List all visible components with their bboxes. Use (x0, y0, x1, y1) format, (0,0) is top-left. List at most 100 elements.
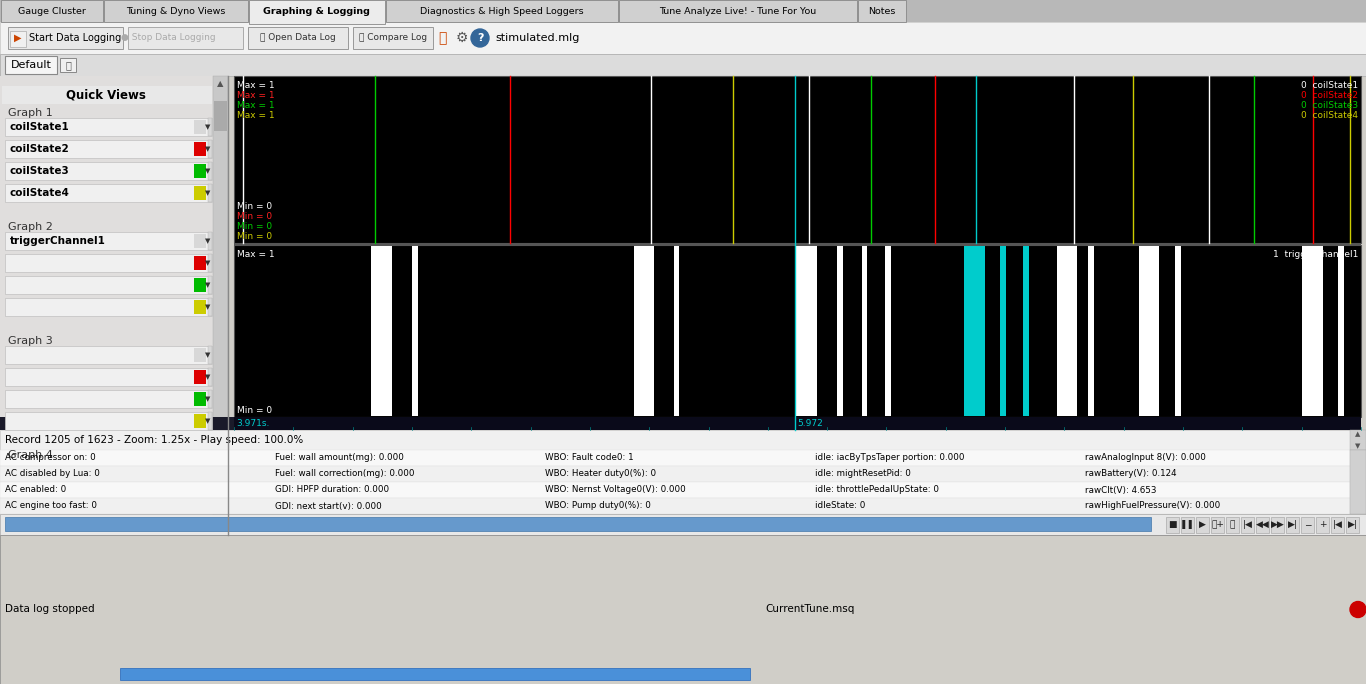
Bar (1197, 516, 1209, 533)
Bar (1182, 516, 1194, 533)
Bar (0, 450, 1350, 466)
Bar (194, 120, 206, 134)
Bar (1, 86, 212, 104)
Text: Start Data Logging: Start Data Logging (29, 33, 122, 43)
Bar (885, 246, 891, 416)
Text: AC compressor on: 0: AC compressor on: 0 (5, 453, 96, 462)
Bar (10, 31, 26, 47)
Bar (5, 276, 212, 294)
Text: 📈: 📈 (438, 31, 447, 45)
Text: WBO: Pump duty0(%): 0: WBO: Pump duty0(%): 0 (545, 501, 650, 510)
Text: ▲: ▲ (217, 79, 223, 88)
Bar (1339, 246, 1344, 416)
Text: GDI: next start(v): 0.000: GDI: next start(v): 0.000 (275, 501, 381, 510)
Bar (1270, 516, 1284, 533)
Bar (1167, 516, 1179, 533)
Text: CurrentTune.msq: CurrentTune.msq (765, 605, 854, 614)
Text: ❚❚: ❚❚ (1180, 520, 1195, 529)
Text: idle: throttlePedalUpState: 0: idle: throttlePedalUpState: 0 (816, 486, 938, 495)
Text: 📄: 📄 (66, 60, 71, 70)
Text: 📋 Compare Log: 📋 Compare Log (359, 34, 428, 42)
Text: −: − (1303, 520, 1311, 529)
Bar (796, 246, 817, 416)
Text: Graph 4: Graph 4 (8, 450, 53, 460)
Text: WBO: Heater duty0(%): 0: WBO: Heater duty0(%): 0 (545, 469, 656, 479)
Text: ▼: ▼ (205, 260, 210, 266)
Bar (194, 164, 206, 178)
Bar (194, 278, 206, 292)
Text: ▶: ▶ (1199, 520, 1206, 529)
Text: idle: mightResetPid: 0: idle: mightResetPid: 0 (816, 469, 911, 479)
Text: Graph 2: Graph 2 (8, 222, 53, 232)
Bar (194, 392, 206, 406)
Text: AC enabled: 0: AC enabled: 0 (5, 486, 66, 495)
Bar (194, 256, 206, 270)
Bar (0, 498, 1350, 514)
Bar (5, 517, 1152, 531)
Text: ◀◀: ◀◀ (1255, 520, 1269, 529)
Text: AC engine too fast: 0: AC engine too fast: 0 (5, 501, 97, 510)
Bar (1346, 516, 1359, 533)
Bar (619, 0, 856, 22)
Text: Max = 1: Max = 1 (236, 91, 275, 100)
Bar (1023, 246, 1029, 416)
Bar (858, 0, 906, 22)
Bar (0, 76, 228, 535)
Bar (5, 162, 212, 180)
Text: |◀: |◀ (1243, 520, 1253, 529)
Bar (104, 0, 247, 22)
Text: 🔍+: 🔍+ (1212, 520, 1224, 529)
Text: Min = 0: Min = 0 (236, 222, 272, 231)
Bar (5, 346, 212, 364)
Text: Min = 0: Min = 0 (236, 406, 272, 415)
Text: Graph 1: Graph 1 (8, 108, 53, 118)
Circle shape (471, 29, 489, 47)
Bar (208, 346, 212, 364)
Text: Record 1205 of 1623 - Zoom: 1.25x - Play speed: 100.0%: Record 1205 of 1623 - Zoom: 1.25x - Play… (5, 435, 303, 445)
Text: ▶▶: ▶▶ (1270, 520, 1284, 529)
Bar (1057, 246, 1076, 416)
Bar (964, 246, 985, 416)
Text: |◀: |◀ (1333, 520, 1343, 529)
Bar (1227, 516, 1239, 533)
Text: ▼: ▼ (205, 190, 210, 196)
Text: Tune Analyze Live! - Tune For You: Tune Analyze Live! - Tune For You (660, 7, 817, 16)
Bar (1240, 516, 1254, 533)
Bar (234, 245, 1361, 417)
Text: Max = 1: Max = 1 (236, 81, 275, 90)
Bar (5, 232, 212, 250)
Bar (208, 254, 212, 272)
Bar (234, 243, 1361, 246)
Bar (194, 348, 206, 362)
Bar (208, 162, 212, 180)
Bar (5, 56, 57, 74)
Bar (1350, 450, 1366, 514)
Bar (1089, 246, 1094, 416)
Text: 0  coilState4: 0 coilState4 (1300, 111, 1358, 120)
Bar (5, 390, 212, 408)
Text: Default: Default (11, 60, 52, 70)
Text: ▼: ▼ (205, 418, 210, 424)
Bar (372, 246, 392, 416)
Bar (249, 0, 385, 24)
Text: 1  triggerChannel1: 1 triggerChannel1 (1273, 250, 1358, 259)
Text: rawAnalogInput 8(V): 0.000: rawAnalogInput 8(V): 0.000 (1085, 453, 1206, 462)
Bar (249, 27, 348, 49)
Bar (8, 27, 123, 49)
Text: Tuning & Dyno Views: Tuning & Dyno Views (126, 7, 225, 16)
Bar (0, 430, 1366, 450)
Text: Fuel: wall correction(mg): 0.000: Fuel: wall correction(mg): 0.000 (275, 469, 414, 479)
Text: ⚙: ⚙ (456, 31, 469, 45)
Bar (5, 412, 212, 430)
Text: Min = 0: Min = 0 (236, 232, 272, 241)
Text: AC disabled by Lua: 0: AC disabled by Lua: 0 (5, 469, 100, 479)
Text: ▶|: ▶| (1348, 520, 1358, 529)
Circle shape (1350, 601, 1366, 618)
Text: ▼: ▼ (205, 168, 210, 174)
Bar (214, 101, 227, 131)
Bar (194, 300, 206, 314)
Bar (194, 142, 206, 156)
Text: ▼: ▼ (205, 146, 210, 152)
Bar (5, 254, 212, 272)
Text: ▼: ▼ (205, 352, 210, 358)
